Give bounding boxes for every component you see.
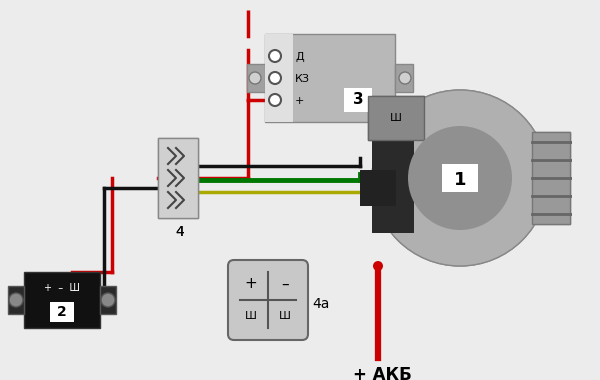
Bar — [24, 272, 100, 328]
Text: +: + — [245, 277, 257, 291]
Circle shape — [408, 126, 512, 230]
Bar — [442, 164, 478, 192]
Text: 1: 1 — [454, 171, 466, 189]
Bar — [360, 170, 396, 206]
Text: 3: 3 — [353, 92, 364, 108]
FancyBboxPatch shape — [228, 260, 308, 340]
Text: КЗ: КЗ — [295, 74, 310, 84]
Bar — [372, 123, 414, 233]
Bar — [158, 138, 198, 218]
Text: Ш: Ш — [390, 113, 402, 123]
Circle shape — [249, 72, 261, 84]
Bar — [265, 34, 293, 122]
Text: +  –  Ш: + – Ш — [44, 283, 80, 293]
Bar — [265, 34, 395, 122]
Text: 4а: 4а — [312, 297, 329, 311]
Bar — [368, 96, 424, 140]
Text: Ш: Ш — [390, 113, 402, 123]
Text: Д: Д — [295, 52, 304, 62]
Text: Ш: Ш — [245, 311, 257, 321]
Bar — [158, 138, 198, 218]
Text: +: + — [295, 96, 304, 106]
Text: 1: 1 — [454, 171, 466, 189]
Bar — [344, 88, 372, 112]
Bar — [368, 96, 424, 140]
Bar — [532, 132, 570, 224]
Bar — [100, 286, 116, 314]
Bar — [372, 123, 414, 233]
Circle shape — [399, 72, 411, 84]
Circle shape — [373, 261, 383, 271]
Circle shape — [269, 50, 281, 62]
Circle shape — [9, 293, 23, 307]
Bar — [360, 170, 396, 206]
Circle shape — [372, 90, 548, 266]
Text: Ш: Ш — [279, 311, 291, 321]
Bar — [8, 286, 24, 314]
Circle shape — [101, 293, 115, 307]
Bar — [532, 132, 570, 224]
Bar — [395, 64, 413, 92]
Text: –: – — [281, 277, 289, 291]
Circle shape — [269, 94, 281, 106]
Circle shape — [269, 72, 281, 84]
Text: 4: 4 — [176, 225, 184, 239]
Text: + АКБ: + АКБ — [353, 366, 412, 380]
Bar — [442, 164, 478, 192]
Bar — [247, 64, 265, 92]
Bar — [50, 302, 74, 322]
Circle shape — [372, 90, 548, 266]
Text: 2: 2 — [57, 305, 67, 319]
Circle shape — [408, 126, 512, 230]
Text: 4: 4 — [176, 225, 184, 239]
